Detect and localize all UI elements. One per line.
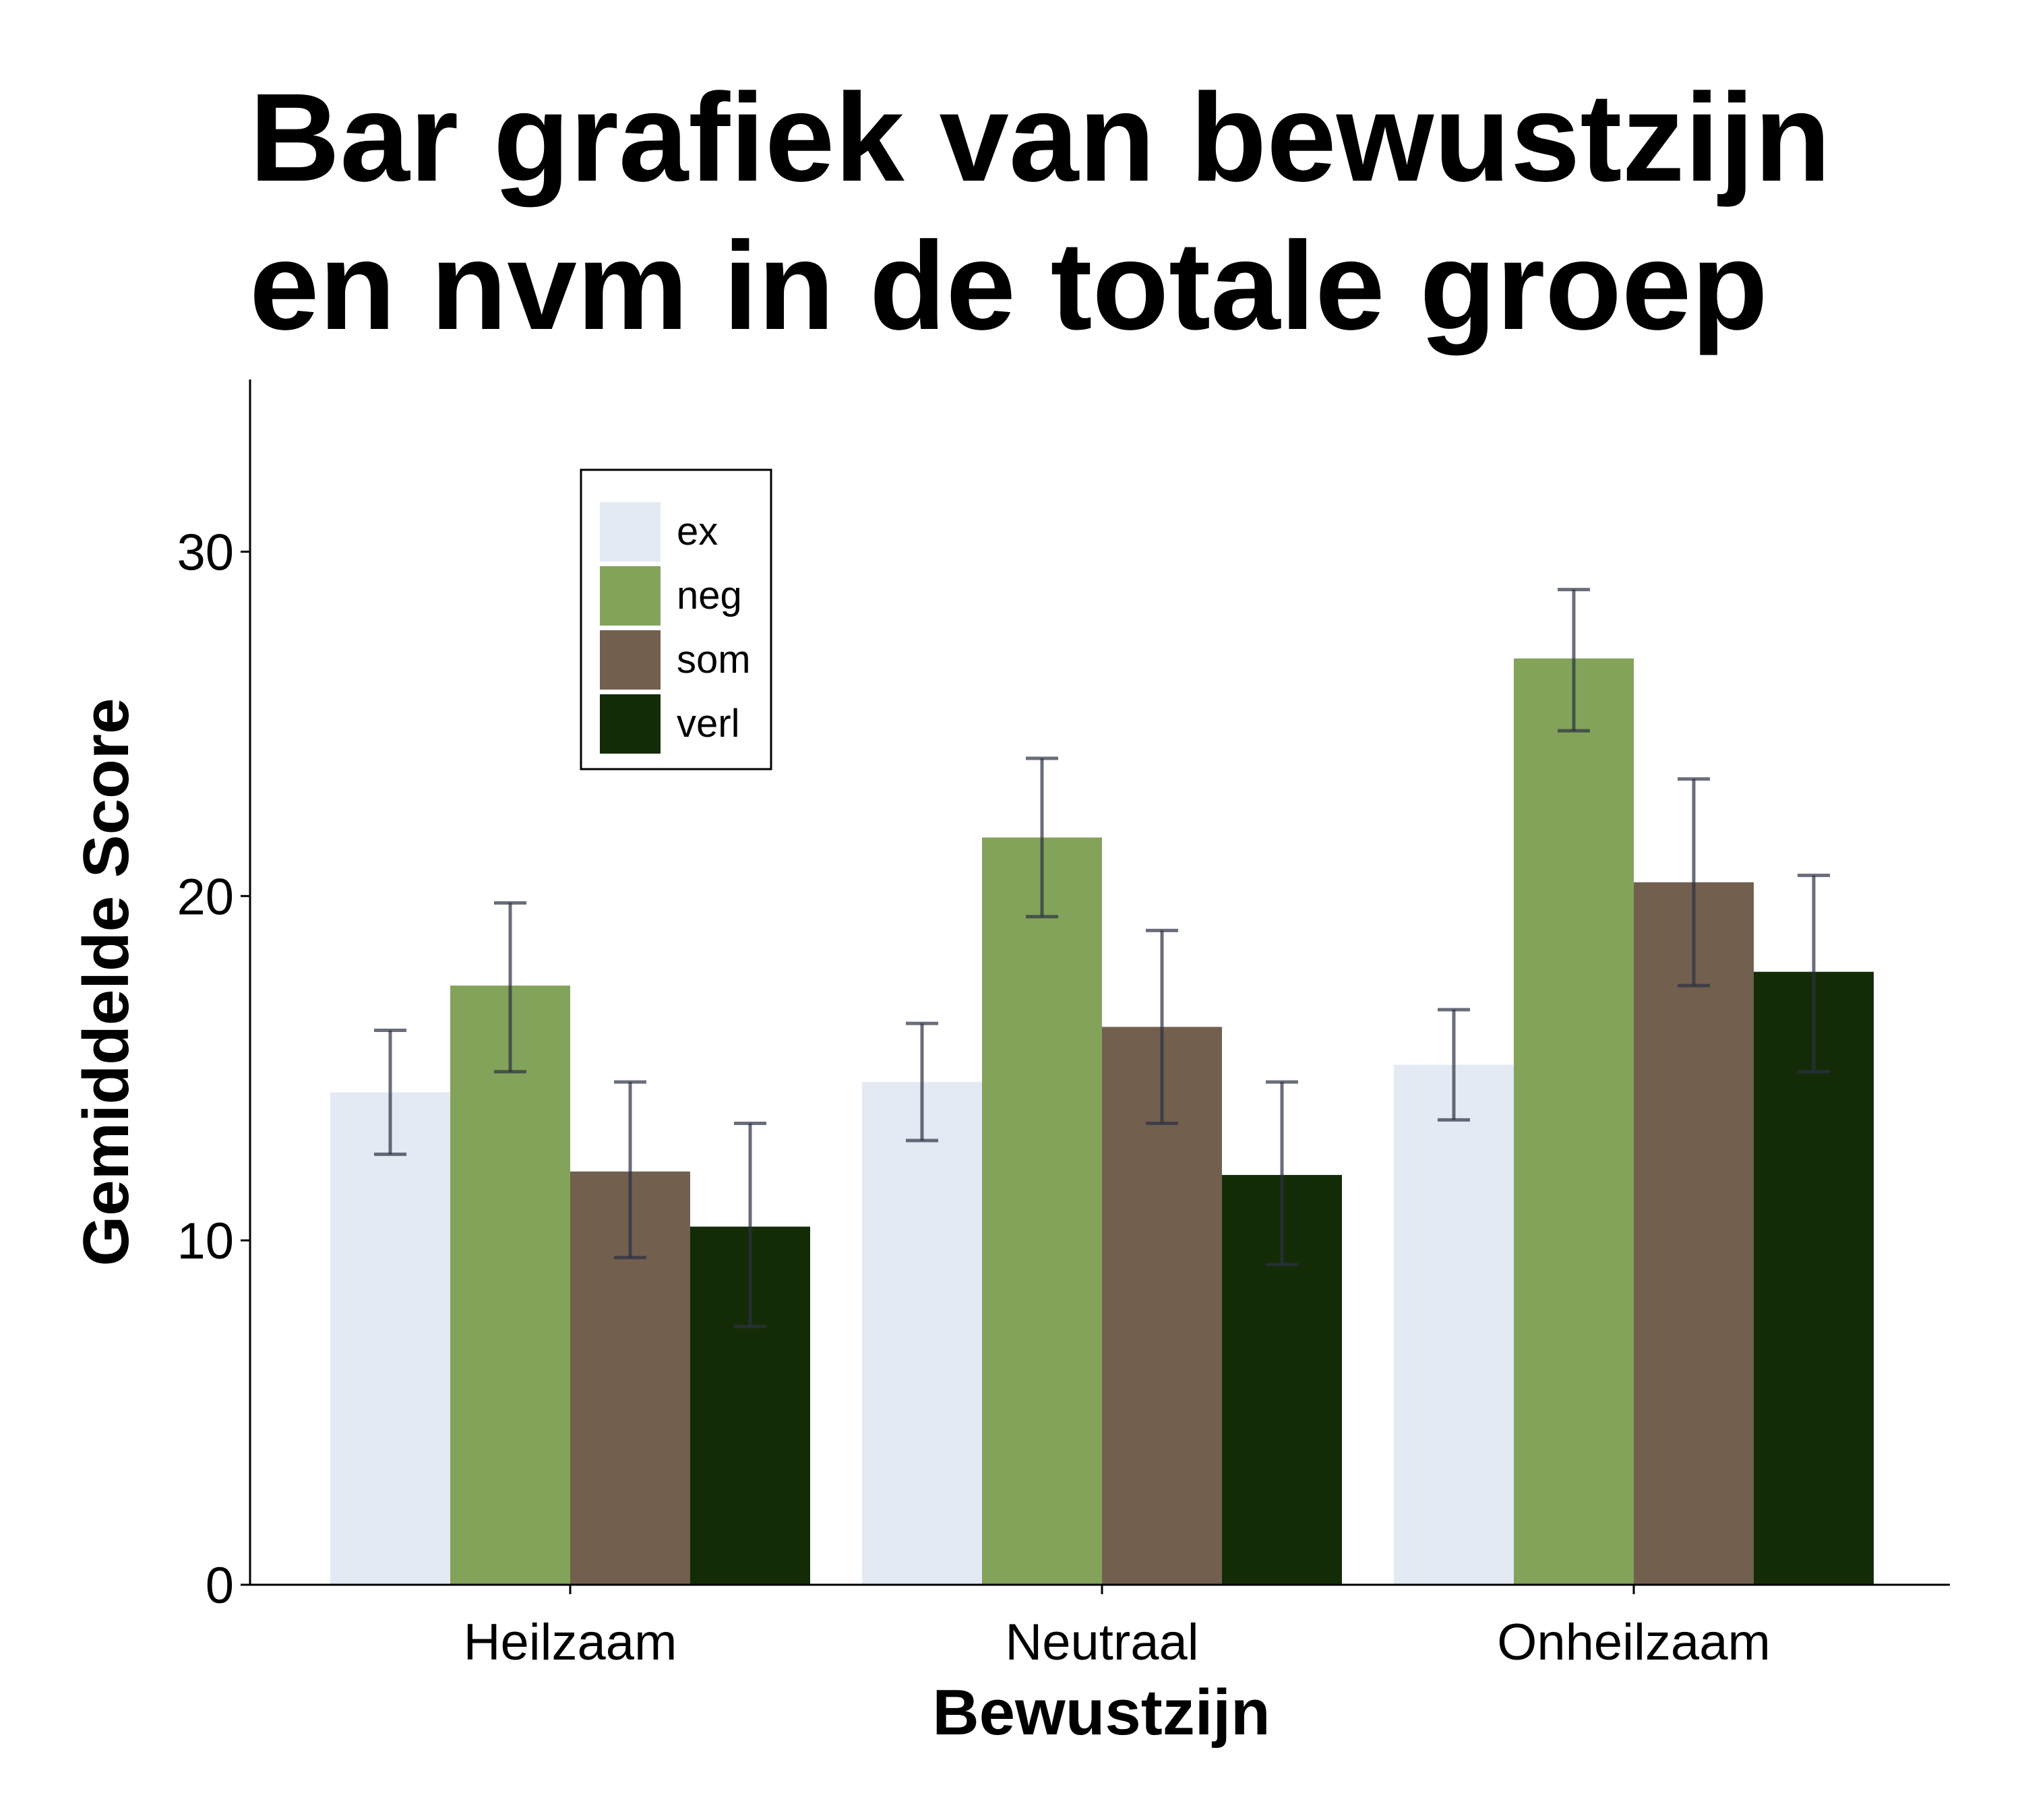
errorbar-heilzaam-som [614,1080,646,1260]
errorbar-heilzaam-neg [494,901,526,1074]
legend-label-neg: neg [677,574,742,617]
bar-onheilzaam-som [1634,882,1754,1585]
x-tick-label-onheilzaam: Onheilzaam [1497,1614,1771,1671]
errorbar-neutraal-neg [1026,756,1058,919]
y-tick-label-0: 0 [206,1557,234,1614]
chart-title: Bar grafiek van bewustzijn en nvm in de … [249,64,1934,361]
errorbar-onheilzaam-neg [1558,588,1590,733]
legend-swatch-neg [600,566,661,626]
errorbar-onheilzaam-ex [1438,1008,1470,1122]
x-tick-label-heilzaam: Heilzaam [464,1614,677,1671]
errorbar-heilzaam-verl [734,1121,766,1329]
y-ticks: 0 10 20 30 [177,524,250,1614]
y-tick-label-20: 20 [177,868,234,926]
bars-layer [330,658,1874,1585]
legend-swatch-som [600,630,661,690]
legend-swatch-ex [600,502,661,562]
bar-onheilzaam-verl [1754,971,1874,1585]
bar-neutraal-ex [862,1082,982,1585]
x-axis-title: Bewustzijn [932,1676,1270,1749]
bar-heilzaam-neg [450,985,570,1585]
errorbar-heilzaam-ex [374,1029,406,1156]
bar-heilzaam-ex [330,1092,450,1585]
errorbars-layer [374,588,1830,1329]
bar-neutraal-neg [982,837,1102,1585]
bar-onheilzaam-ex [1394,1064,1514,1585]
legend-swatch-verl [600,694,661,754]
legend-label-som: som [677,638,751,681]
legend-label-ex: ex [677,510,718,553]
x-tick-label-neutraal: Neutraal [1005,1614,1198,1671]
y-tick-label-30: 30 [177,524,234,581]
errorbar-neutraal-som [1146,928,1178,1125]
chart-title-line-1: Bar grafiek van bewustzijn [249,68,1831,208]
errorbar-onheilzaam-verl [1798,874,1830,1074]
legend: ex neg som verl [580,468,772,770]
legend-label-verl: verl [677,702,739,746]
errorbar-onheilzaam-som [1678,777,1710,988]
errorbar-neutraal-verl [1266,1080,1298,1267]
errorbar-neutraal-ex [906,1021,938,1143]
y-tick-label-10: 10 [177,1213,234,1270]
y-axis-title: Gemiddelde Score [70,698,142,1267]
bar-onheilzaam-neg [1514,658,1634,1585]
chart-title-line-2: en nvm in de totale groep [249,216,1768,356]
x-ticks: Heilzaam Neutraal Onheilzaam [464,1585,1771,1671]
